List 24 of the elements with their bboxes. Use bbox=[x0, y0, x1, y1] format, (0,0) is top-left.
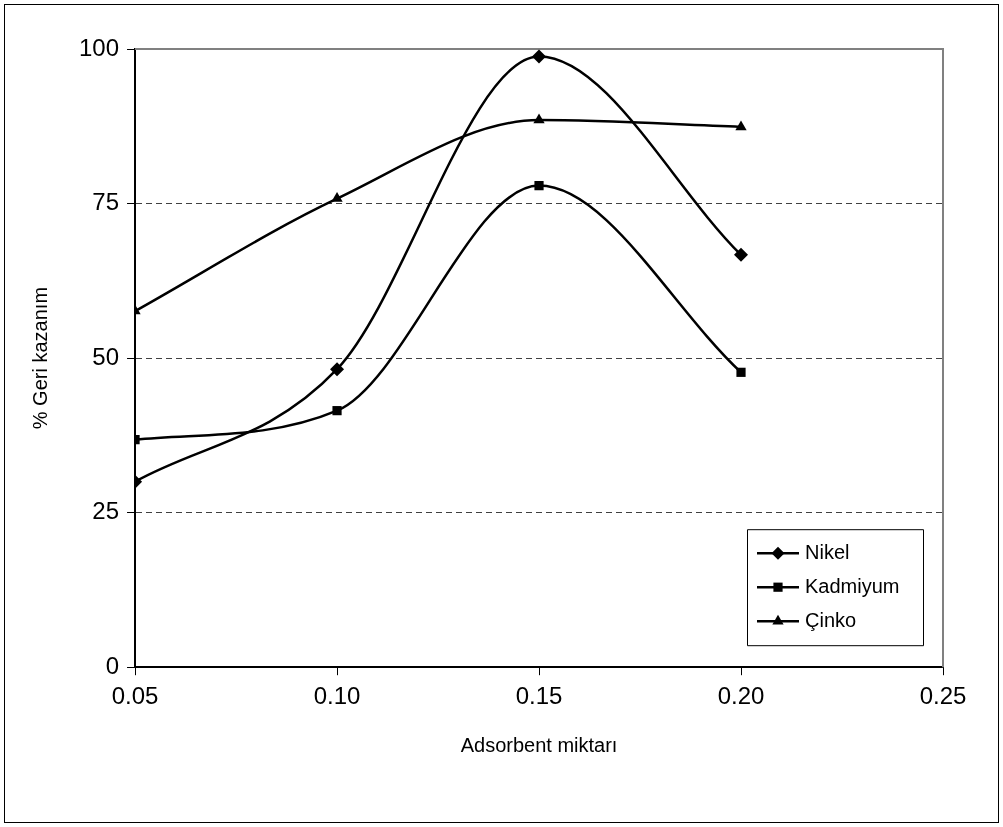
point bbox=[532, 49, 547, 64]
point bbox=[332, 406, 342, 416]
point bbox=[331, 192, 343, 202]
y-tick-label: 100 bbox=[79, 33, 120, 61]
point bbox=[534, 181, 544, 191]
point bbox=[735, 120, 747, 131]
y-axis-title: % Geri kazanım bbox=[28, 286, 51, 430]
x-tick-label: 0.25 bbox=[919, 682, 967, 710]
point bbox=[734, 247, 749, 262]
y-tick-label: 50 bbox=[92, 342, 120, 370]
x-tick-label: 0.15 bbox=[515, 682, 563, 710]
point bbox=[533, 113, 545, 124]
point bbox=[736, 367, 746, 377]
legend-label: Nikel bbox=[805, 540, 850, 563]
x-tick-label: 0.20 bbox=[717, 682, 765, 710]
x-tick-label: 0.05 bbox=[111, 682, 159, 710]
x-axis-title: Adsorbent miktarı bbox=[460, 733, 618, 756]
y-tick-label: 0 bbox=[105, 651, 120, 679]
legend-label: Çinko bbox=[805, 608, 857, 631]
point bbox=[330, 362, 345, 377]
y-tick-label: 75 bbox=[92, 188, 120, 216]
x-tick-label: 0.10 bbox=[313, 682, 361, 710]
y-tick-label: 25 bbox=[92, 497, 120, 525]
legend-label: Kadmiyum bbox=[805, 574, 900, 597]
